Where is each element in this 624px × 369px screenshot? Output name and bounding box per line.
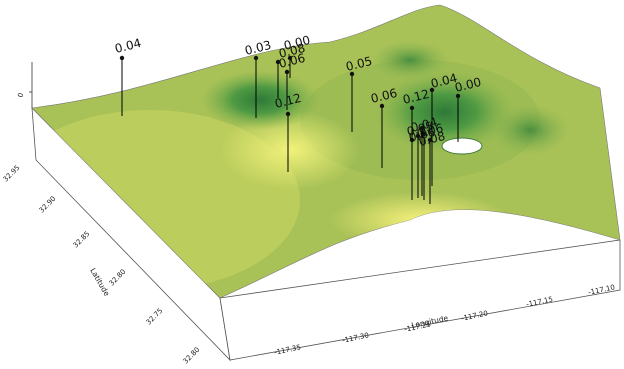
- point-label: 0.03: [243, 38, 272, 58]
- point-label: 0.00: [453, 75, 482, 95]
- data-point: 0.04: [429, 71, 459, 186]
- data-point: 0.00: [453, 75, 483, 142]
- point-label: 0.06: [415, 121, 444, 141]
- point-label: 0.04: [113, 36, 142, 56]
- point-marker: [284, 69, 290, 75]
- point-marker: [427, 137, 433, 143]
- data-point: 0.06: [277, 51, 307, 110]
- point-marker: [349, 71, 355, 77]
- point-marker: [419, 125, 425, 131]
- data-point: 0.05: [344, 54, 374, 132]
- point-marker: [455, 93, 461, 99]
- z-axis: 0: [16, 62, 33, 108]
- data-point: 0.00: [282, 33, 312, 78]
- point-marker: [379, 103, 385, 109]
- point-marker: [415, 133, 421, 139]
- point-marker: [287, 55, 293, 61]
- point-label: 0.12: [273, 91, 302, 111]
- y-tick-label: 32.95: [2, 164, 22, 184]
- point-label: 0.00: [282, 33, 311, 53]
- y-tick-label: 32.85: [72, 230, 92, 250]
- data-point: 0.08: [275, 41, 307, 98]
- data-point: 0.04: [113, 36, 143, 116]
- point-marker: [409, 105, 415, 111]
- point-marker: [285, 111, 291, 117]
- point-label: 0.06: [277, 51, 306, 71]
- point-label: 0.08: [417, 129, 446, 149]
- data-points: 0.04 0.03 0.000.080.06 0.050.12 0.060.050.12…: [113, 33, 483, 204]
- point-label: 0.08: [277, 41, 306, 61]
- z-tick-0: 0: [16, 92, 25, 99]
- data-point: 0.06: [369, 86, 399, 168]
- y-tick-label: 32.75: [145, 307, 165, 327]
- data-point: 0.06: [415, 121, 445, 200]
- data-point: 0.12: [401, 87, 431, 194]
- y-tick-label: 32.80: [108, 268, 128, 288]
- point-marker: [275, 59, 281, 65]
- point-marker: [429, 87, 435, 93]
- point-label: 0.04: [429, 71, 458, 91]
- data-point: 0.04: [409, 115, 439, 196]
- point-label: 0.05: [344, 54, 373, 74]
- y-tick-label: 32.90: [38, 195, 58, 215]
- point-marker: [253, 55, 259, 61]
- point-marker: [421, 131, 427, 137]
- point-label: 0.06: [369, 86, 398, 106]
- data-point: 0.12: [273, 91, 303, 172]
- point-marker: [119, 55, 125, 61]
- point-label: 0.12: [401, 87, 430, 107]
- data-point: 0.03: [243, 38, 273, 118]
- y-tick-label: 32.80: [182, 346, 202, 366]
- side-wall: [219, 239, 621, 361]
- point-label: 0.04: [409, 115, 438, 135]
- data-point: 0.08: [417, 129, 447, 204]
